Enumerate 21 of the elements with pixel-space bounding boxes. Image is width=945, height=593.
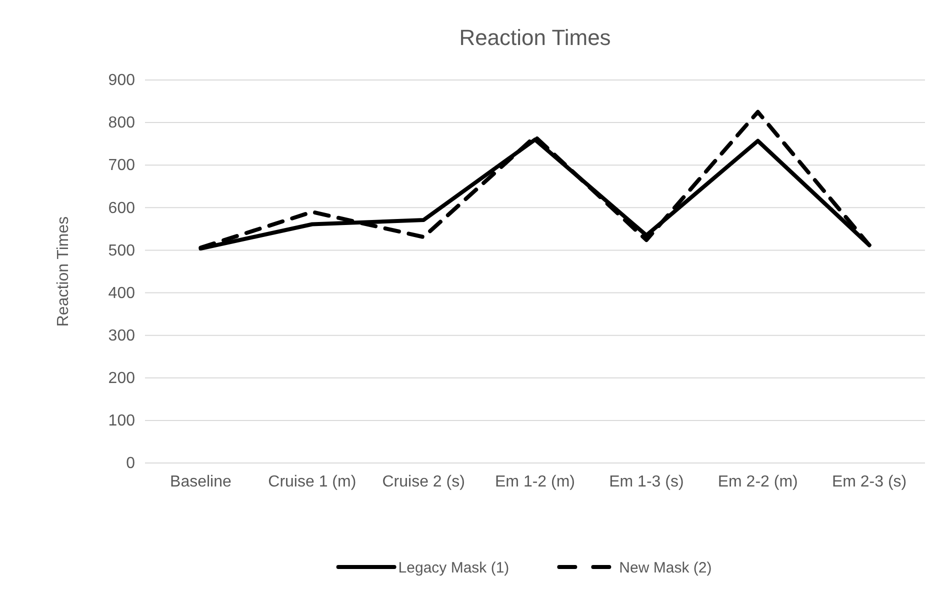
y-axis-title: Reaction Times xyxy=(55,216,72,327)
x-tick-label: Em 1-3 (s) xyxy=(609,473,684,490)
y-tick-label: 700 xyxy=(108,157,136,174)
x-tick-label: Em 1-2 (m) xyxy=(495,473,575,490)
legend-label: Legacy Mask (1) xyxy=(398,559,510,576)
x-tick-label: Cruise 1 (m) xyxy=(268,473,356,490)
x-tick-label: Em 2-2 (m) xyxy=(718,473,798,490)
y-tick-label: 400 xyxy=(108,284,136,302)
y-tick-label: 800 xyxy=(108,114,136,132)
y-tick-label: 100 xyxy=(108,412,136,430)
y-tick-label: 300 xyxy=(108,327,136,344)
x-tick-label: Em 2-3 (s) xyxy=(832,473,907,490)
chart-title: Reaction Times xyxy=(459,25,611,50)
y-tick-label: 0 xyxy=(126,455,136,472)
y-tick-label: 500 xyxy=(108,242,136,260)
x-tick-label: Baseline xyxy=(170,473,232,490)
y-tick-label: 600 xyxy=(108,200,136,217)
y-tick-label: 900 xyxy=(108,72,136,90)
y-tick-label: 200 xyxy=(108,370,136,388)
legend-label: New Mask (2) xyxy=(619,559,712,576)
x-tick-label: Cruise 2 (s) xyxy=(382,473,465,490)
